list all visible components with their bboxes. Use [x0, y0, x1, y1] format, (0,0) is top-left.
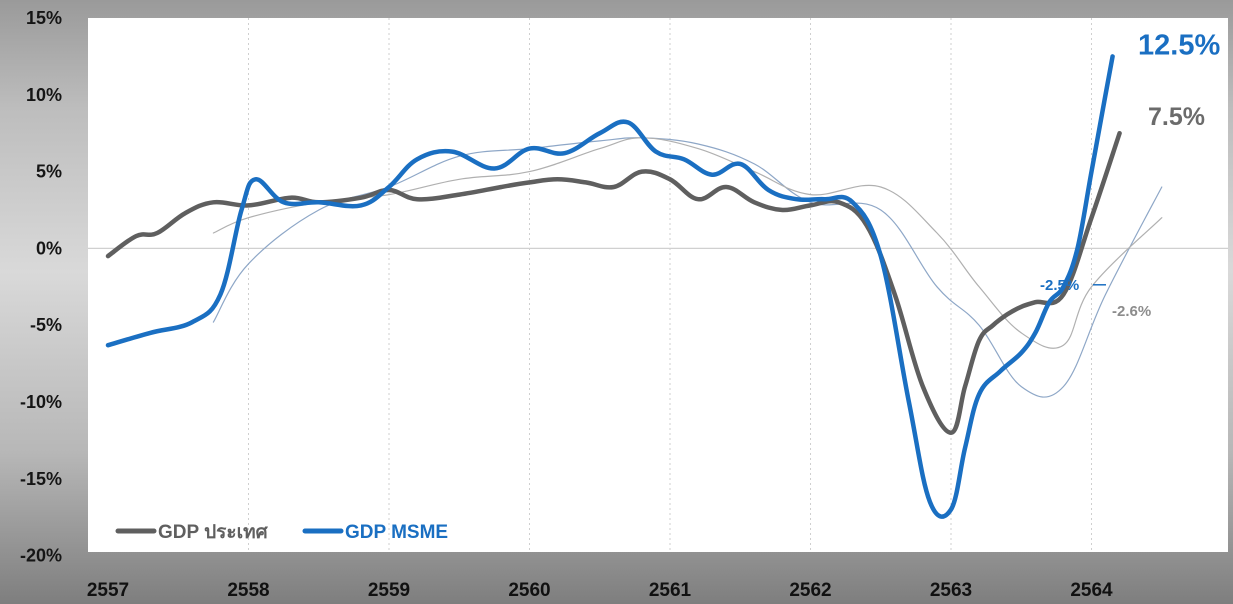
x-tick-label: 2559 [368, 580, 410, 601]
annotation-country-dip: -2.6% [1112, 303, 1151, 320]
x-tick-label: 2560 [508, 580, 550, 601]
y-tick-label: 15% [26, 8, 62, 28]
series-gdp-msme [105, 54, 1115, 519]
y-tick-label: -10% [20, 392, 62, 412]
y-tick-label: 5% [36, 162, 62, 182]
x-tick-label: 2557 [87, 580, 129, 601]
legend-label: GDP ประเทศ [158, 522, 269, 543]
y-tick-label: 10% [26, 85, 62, 105]
annotation-msme-end: 12.5% [1138, 29, 1220, 61]
x-tick-label: 2562 [789, 580, 831, 601]
y-tick-label: -20% [20, 546, 62, 566]
x-tick-label: 2558 [227, 580, 269, 601]
y-tick-label: -15% [20, 469, 62, 489]
y-tick-label: 0% [36, 238, 62, 258]
annotation-msme-dip: -2.5% [1040, 277, 1079, 294]
legend-label: GDP MSME [345, 522, 448, 543]
series-gdp-country [105, 130, 1122, 435]
x-tick-label: 2564 [1070, 580, 1113, 601]
x-tick-label: 2563 [930, 580, 972, 601]
annotation-country-end: 7.5% [1148, 103, 1205, 131]
y-tick-label: -5% [30, 315, 62, 335]
plot-area [88, 18, 1228, 552]
x-tick-label: 2561 [649, 580, 692, 601]
